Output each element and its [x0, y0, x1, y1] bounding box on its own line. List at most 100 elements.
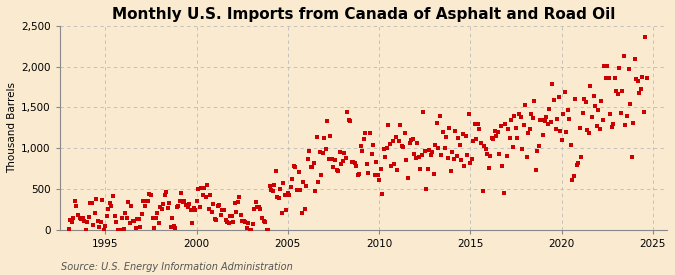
Point [264, 184, 275, 188]
Point [305, 165, 316, 170]
Point [424, 147, 435, 152]
Point [284, 193, 295, 197]
Point [130, 226, 141, 230]
Point [612, 92, 623, 96]
Point [153, 221, 164, 226]
Point [351, 164, 362, 168]
Point [527, 116, 538, 120]
Point [550, 127, 561, 131]
Point [252, 205, 263, 209]
Point [223, 220, 234, 225]
Point [199, 185, 210, 190]
Point [459, 164, 470, 169]
Point [156, 207, 167, 211]
Point [77, 216, 88, 220]
Point [187, 221, 198, 225]
Point [580, 100, 591, 104]
Point [219, 207, 230, 212]
Point [89, 211, 100, 215]
Point [509, 113, 520, 118]
Point [122, 215, 132, 220]
Point [135, 224, 146, 229]
Point [512, 136, 523, 140]
Point [436, 153, 447, 157]
Point [71, 204, 82, 208]
Point [402, 176, 413, 181]
Point [171, 205, 182, 209]
Point [374, 178, 385, 183]
Point [173, 204, 184, 208]
Point [431, 121, 442, 125]
Point [263, 228, 273, 232]
Y-axis label: Thousand Barrels: Thousand Barrels [7, 82, 17, 173]
Point [65, 218, 76, 222]
Point [547, 82, 558, 86]
Point [100, 224, 111, 229]
Point [97, 198, 108, 203]
Point [435, 114, 446, 118]
Point [614, 65, 625, 70]
Point [362, 162, 373, 167]
Point [146, 193, 157, 197]
Point [325, 134, 336, 138]
Point [579, 96, 590, 101]
Point [106, 204, 117, 208]
Point [101, 213, 112, 218]
Point [562, 107, 573, 112]
Point [532, 148, 543, 153]
Point [244, 228, 255, 232]
Point [152, 211, 163, 216]
Point [208, 202, 219, 207]
Point [141, 199, 152, 203]
Point [281, 208, 292, 212]
Point [296, 211, 307, 215]
Point [364, 131, 375, 135]
Point [418, 109, 429, 114]
Point [328, 165, 339, 169]
Point [531, 168, 541, 172]
Point [421, 187, 431, 191]
Point [128, 219, 138, 223]
Point [282, 191, 293, 195]
Point [103, 207, 114, 211]
Point [200, 195, 211, 199]
Point [506, 118, 517, 122]
Point [448, 157, 459, 161]
Point [129, 219, 140, 223]
Point [372, 172, 383, 177]
Point [480, 147, 491, 151]
Point [606, 125, 617, 129]
Point [290, 164, 301, 169]
Point [429, 172, 439, 177]
Point [92, 219, 103, 224]
Point [400, 131, 410, 136]
Point [518, 123, 529, 127]
Point [181, 203, 192, 207]
Point [74, 216, 85, 220]
Point [348, 160, 358, 164]
Point [632, 79, 643, 83]
Point [211, 218, 222, 222]
Point [500, 122, 511, 127]
Point [360, 131, 371, 136]
Point [232, 199, 243, 204]
Point [275, 187, 286, 192]
Point [450, 128, 460, 133]
Point [165, 225, 176, 229]
Point [269, 183, 279, 187]
Point [117, 216, 128, 221]
Point [472, 122, 483, 127]
Point [207, 210, 217, 214]
Point [637, 75, 647, 79]
Point [516, 147, 527, 152]
Point [313, 180, 324, 185]
Point [164, 201, 175, 206]
Point [327, 157, 338, 162]
Point [446, 169, 456, 174]
Point [526, 112, 537, 116]
Point [567, 178, 578, 182]
Point [591, 123, 602, 128]
Point [94, 225, 105, 229]
Point [381, 146, 392, 150]
Point [109, 214, 120, 219]
